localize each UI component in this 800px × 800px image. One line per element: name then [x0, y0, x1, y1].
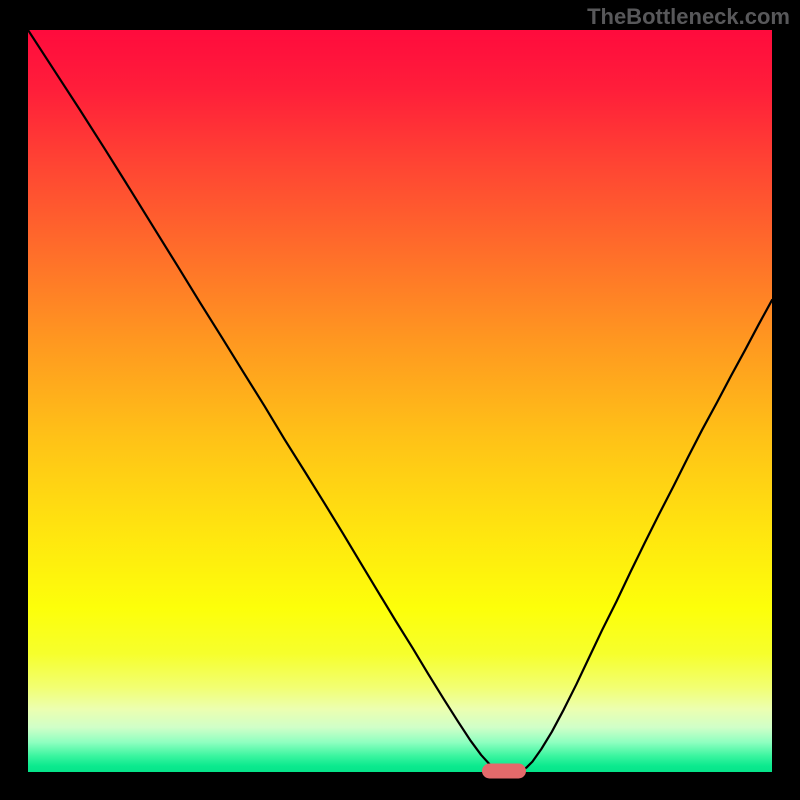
- bottleneck-marker: [482, 764, 526, 779]
- watermark-text: TheBottleneck.com: [587, 4, 790, 30]
- bottleneck-curve: [28, 30, 772, 772]
- plot-area: [28, 30, 772, 772]
